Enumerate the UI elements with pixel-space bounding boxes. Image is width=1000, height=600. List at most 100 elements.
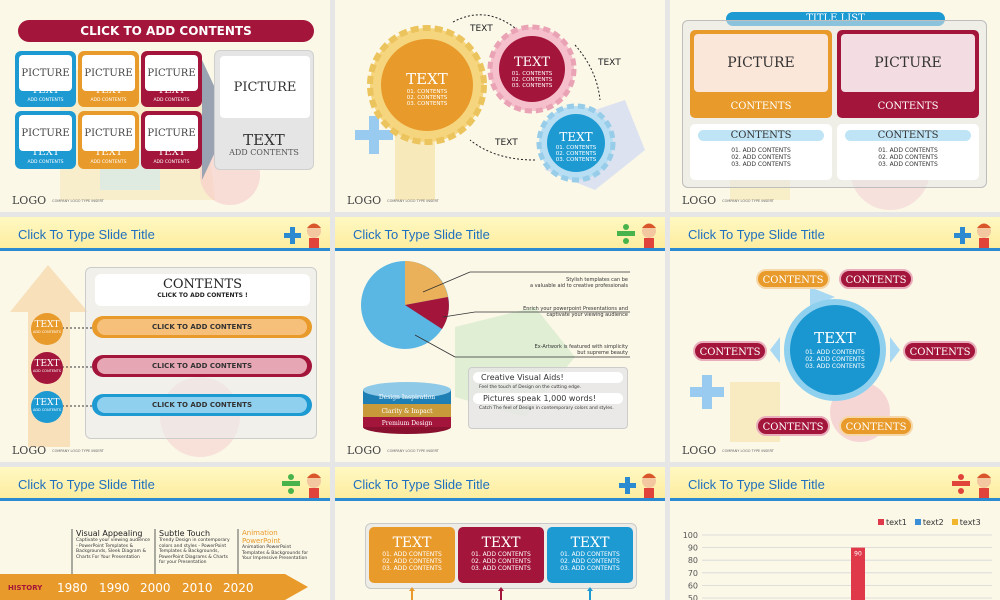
stack-layer-2: Clarity & Impact [381,408,433,415]
contents-pill-right[interactable]: CONTENTS [903,341,977,361]
year-1990[interactable]: 1990 [99,581,130,595]
timeline-item-2[interactable]: Subtle Touch Trendy Design in contemporar… [159,529,230,565]
circle-blue[interactable]: TEXT ADD CONTENTS [31,391,63,423]
bar-orange[interactable]: CLICK TO ADD CONTENTS [92,316,312,338]
picture-tile-red[interactable]: PICTURE TEXT ADD CONTENTS [141,111,202,169]
bar-red[interactable]: CLICK TO ADD CONTENTS [92,355,312,377]
visual-aids-title: Creative Visual Aids! [473,372,623,383]
picture-tile-blue[interactable]: PICTURE TEXT ADD CONTENTS [15,51,76,107]
slide-8-thumbnail[interactable]: Click To Type Slide Title TEXT 01. ADD CO… [335,467,665,600]
slide-6-thumbnail[interactable]: Click To Type Slide Title CONTENTS CONTE… [670,217,1000,462]
big-text: TEXT [243,131,285,149]
slide-header: Click To Type Slide Title [670,467,1000,501]
kid-mascot-icon [617,223,656,248]
slide-3-thumbnail[interactable]: TITLE LIST PICTURE CONTENTS PICTURE CONT… [670,0,1000,212]
big-picture-placeholder: PICTURE [220,56,310,118]
card-contents: CONTENTS [877,101,939,112]
contents-pill-bottom-left[interactable]: CONTENTS [756,416,830,436]
timeline-item-1[interactable]: Visual Appealing Captivate your viewing a… [76,529,151,560]
picture-card-orange[interactable]: PICTURE CONTENTS [690,30,832,118]
y-tick-label: 50 [688,594,698,600]
legend-text3: text3 [951,518,981,527]
bar-text1[interactable] [851,547,865,600]
tile-text: TEXT [31,147,60,158]
gear-mid-lines: 01. CONTENTS 02. CONTENTS 03. CONTENTS [511,71,553,89]
slide-5-thumbnail[interactable]: Click To Type Slide Title Stylish templa… [335,217,665,462]
tile-sub: ADD CONTENTS [153,160,190,165]
timeline-item-3[interactable]: Animation PowerPoint Animation PowerPoint… [242,529,309,561]
tile-text: TEXT [157,147,186,158]
big-sub: ADD CONTENTS [229,148,299,157]
tile-text: TEXT [157,85,186,96]
contents-card-right[interactable]: CONTENTS 01. ADD CONTENTS 02. ADD CONTENT… [837,124,979,180]
slide-title[interactable]: Click To Type Slide Title [688,477,825,492]
picture-tile-orange[interactable]: PICTURE TEXT ADD CONTENTS [78,111,139,169]
picture-tile-orange[interactable]: PICTURE TEXT ADD CONTENTS [78,51,139,107]
picture-placeholder: PICTURE [145,55,198,91]
slide-header: Click To Type Slide Title [335,217,665,251]
add-contents-banner[interactable]: CLICK TO ADD CONTENTS [18,20,314,42]
gear-big-title[interactable]: TEXT [406,70,448,88]
contents-pill-bottom-right[interactable]: CONTENTS [839,416,913,436]
gear-mid-title[interactable]: TEXT [513,55,551,70]
contents-pill-top-left[interactable]: CONTENTS [756,269,830,289]
slide-2-thumbnail[interactable]: TEXT 01. CONTENTS 02. CONTENTS 03. CONTENT… [335,0,665,212]
big-picture-card[interactable]: PICTURE TEXT ADD CONTENTS [214,50,314,170]
slide-title[interactable]: Click To Type Slide Title [18,227,155,242]
text-card-blue[interactable]: TEXT 01. ADD CONTENTS 02. ADD CONTENTS 03. … [547,527,633,583]
kid-mascot-icon [952,473,991,498]
y-tick-label: 80 [688,556,698,565]
slide-title[interactable]: Click To Type Slide Title [353,227,490,242]
slide-4-thumbnail[interactable]: Click To Type Slide Title CONTENTS CLICK… [0,217,330,462]
contents-heading-box[interactable]: CONTENTS CLICK TO ADD CONTENTS ! [95,274,310,306]
y-tick-label: 70 [688,569,698,578]
picture-card-red[interactable]: PICTURE CONTENTS [837,30,979,118]
bar-chart: 100 90 80 70 60 50 90 [683,531,992,600]
circle-orange[interactable]: TEXT ADD CONTENTS [31,313,63,345]
text-card-orange[interactable]: TEXT 01. ADD CONTENTS 02. ADD CONTENTS 03. … [369,527,455,583]
slide-title[interactable]: Click To Type Slide Title [18,477,155,492]
pictures-desc: Catch The feel of Design in contemporary… [479,406,614,411]
bar-blue[interactable]: CLICK TO ADD CONTENTS [92,394,312,416]
slide-header: Click To Type Slide Title [0,217,330,251]
slide-7-thumbnail[interactable]: Click To Type Slide Title HISTORY 1980 1… [0,467,330,600]
picture-placeholder: PICTURE [19,115,72,151]
stack-layer-3: Premium Design [381,420,433,427]
stack-layer-1: Design Inspiration [378,394,436,401]
year-2020[interactable]: 2020 [223,581,254,595]
circle-red[interactable]: TEXT ADD CONTENTS [31,352,63,384]
contents-pill-top-right[interactable]: CONTENTS [839,269,913,289]
year-2000[interactable]: 2000 [140,581,171,595]
tile-text: TEXT [94,147,123,158]
center-circle-lines: 01. ADD CONTENTS 02. ADD CONTENTS 03. ADD … [805,349,865,370]
gear-small-title[interactable]: TEXT [559,130,593,144]
visual-aids-desc: Feel the touch of Design on the cutting … [479,385,582,390]
contents-card-left[interactable]: CONTENTS 01. ADD CONTENTS 02. ADD CONTENT… [690,124,832,180]
slide-header: Click To Type Slide Title [670,217,1000,251]
pie-caption-3: Ex-Artwork is featured with simplicity bu… [534,344,628,356]
contents-heading: CONTENTS [162,277,243,292]
year-1980[interactable]: 1980 [57,581,88,595]
y-tick-label: 100 [683,531,698,540]
kid-mascot-icon [284,223,321,248]
slide-header: Click To Type Slide Title [335,467,665,501]
picture-placeholder: PICTURE [145,115,198,151]
contents-pill-left[interactable]: CONTENTS [693,341,767,361]
picture-tile-blue[interactable]: PICTURE TEXT ADD CONTENTS [15,111,76,169]
pie-caption-1: Stylish templates can be a valuable aid t… [529,277,628,289]
center-circle-title[interactable]: TEXT [814,329,856,347]
slide-title[interactable]: Click To Type Slide Title [688,227,825,242]
picture-tile-red[interactable]: PICTURE TEXT ADD CONTENTS [141,51,202,107]
tile-sub: ADD CONTENTS [27,160,64,165]
logo: LOGO COMPANY LOGO TYPE INSERT [682,194,774,207]
slide-title[interactable]: Click To Type Slide Title [353,477,490,492]
connector-lines [58,327,92,407]
slide-9-thumbnail[interactable]: Click To Type Slide Title text1 text2 te… [670,467,1000,600]
contents-lines: 01. ADD CONTENTS 02. ADD CONTENTS 03. ADD … [731,147,791,168]
slide-1-thumbnail[interactable]: CLICK TO ADD CONTENTS PICTURE TEXT ADD CON… [0,0,330,212]
visual-aids-panel[interactable]: Creative Visual Aids! Feel the touch of … [468,367,628,429]
contents-heading: CONTENTS [845,130,971,141]
year-2010[interactable]: 2010 [182,581,213,595]
gear-small-lines: 01. CONTENTS 02. CONTENTS 03. CONTENTS [555,145,597,163]
text-card-red[interactable]: TEXT 01. ADD CONTENTS 02. ADD CONTENTS 03. … [458,527,544,583]
